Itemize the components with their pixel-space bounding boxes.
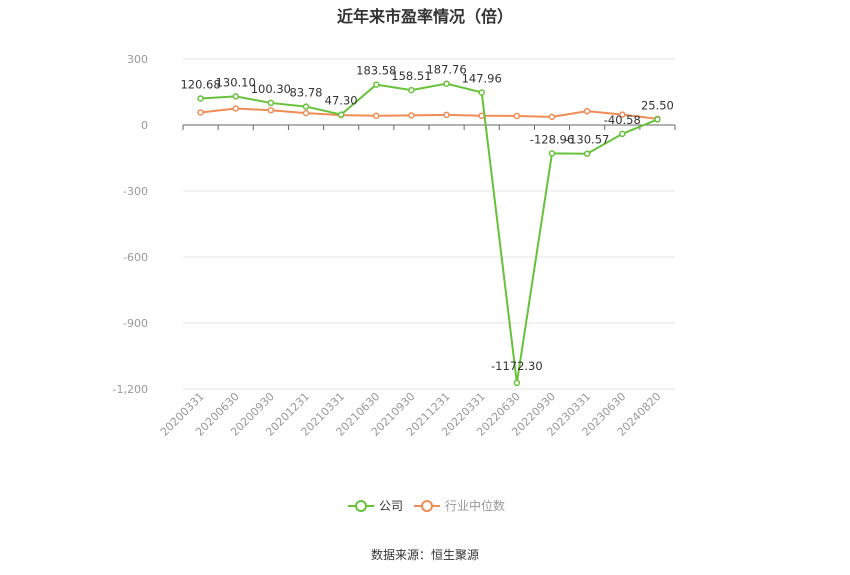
y-tick-label: -900: [123, 317, 148, 330]
data-label: 158.51: [391, 69, 431, 83]
industry-median-data-point: [408, 112, 415, 119]
y-tick-label: -300: [123, 185, 148, 198]
data-label: 187.76: [426, 63, 466, 77]
data-label: 100.30: [251, 82, 291, 96]
company-data-point: [302, 103, 310, 110]
legend-company-marker: [355, 500, 367, 512]
company-data-point: [619, 130, 626, 138]
data-label: 183.58: [356, 64, 396, 78]
industry-median-data-point: [443, 111, 450, 119]
industry-median-data-point: [513, 112, 521, 120]
data-source: 数据来源：恒生聚源: [370, 548, 479, 562]
company-data-point: [478, 89, 485, 96]
data-label: 47.30: [325, 94, 358, 108]
chart-title: 近年来市盈率情况（倍）: [336, 7, 513, 26]
y-tick-label: -600: [123, 251, 148, 264]
industry-median-data-point: [619, 111, 626, 118]
legend-industry-median-label: 行业中位数: [445, 498, 505, 513]
company-series-line: [200, 82, 658, 384]
industry-median-data-point: [197, 109, 204, 116]
data-label: -130.57: [565, 133, 609, 147]
data-label: 25.50: [641, 98, 674, 112]
data-label: -1172.30: [491, 359, 543, 373]
data-label: -40.58: [604, 113, 641, 127]
industry-median-data-point: [583, 107, 591, 115]
y-tick-label: 300: [127, 53, 148, 66]
industry-median-data-point: [267, 107, 275, 114]
company-data-point: [232, 93, 239, 100]
company-data-point: [583, 150, 591, 157]
data-label: 130.10: [216, 75, 256, 89]
company-data-point: [548, 150, 556, 157]
data-label: 120.68: [180, 77, 220, 91]
company-data-point: [197, 95, 204, 102]
industry-median-data-point: [548, 113, 556, 121]
industry-median-data-point: [232, 105, 239, 112]
data-label: -128.96: [530, 132, 574, 146]
company-data-point: [373, 81, 380, 88]
y-tick-label: 0: [141, 119, 148, 132]
company-data-point: [654, 116, 661, 123]
legend-industry-median-marker: [421, 500, 433, 512]
industry-median-data-point: [373, 112, 380, 120]
data-label: 147.96: [462, 71, 502, 85]
industry-median-series-line: [200, 107, 658, 120]
company-data-point: [443, 80, 450, 87]
company-data-point: [408, 86, 415, 94]
company-data-point: [337, 111, 345, 118]
industry-median-data-point: [302, 109, 310, 117]
data-label: 83.78: [290, 86, 323, 100]
company-data-point: [267, 99, 275, 107]
legend-company-label: 公司: [379, 499, 403, 513]
company-data-point: [513, 379, 521, 387]
y-tick-label: -1,200: [113, 383, 148, 396]
